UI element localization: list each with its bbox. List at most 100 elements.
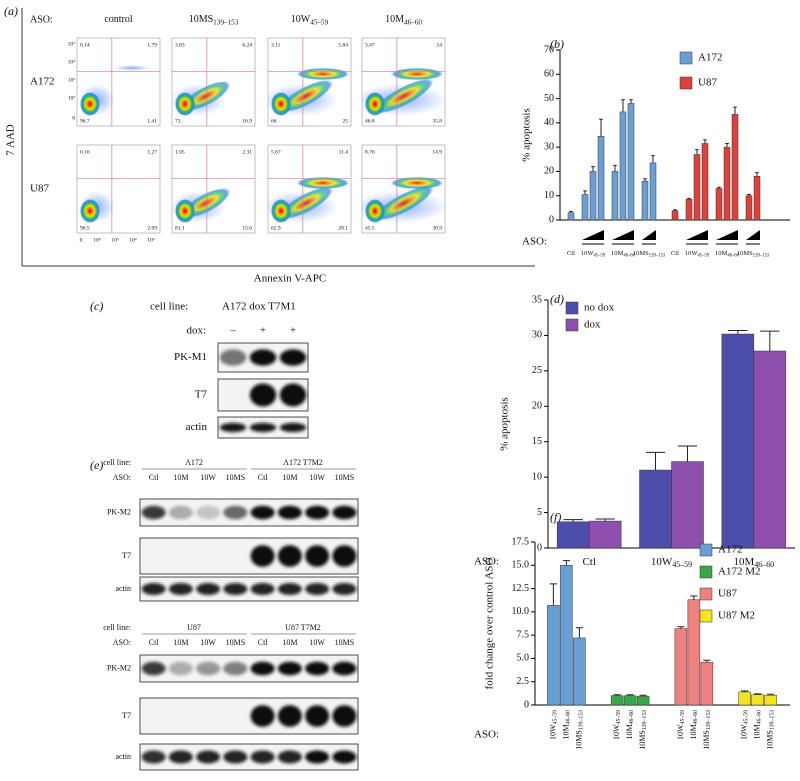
error-bar: [717, 186, 721, 189]
panel-label: (b): [550, 37, 564, 51]
band: [196, 505, 221, 520]
dox-state: –: [229, 325, 236, 337]
legend-label: A172 M2: [718, 566, 760, 578]
group-label-sub: 45–59: [698, 254, 710, 259]
error-bar: [562, 560, 570, 566]
x-tick-label: 10MS139–153: [574, 710, 585, 750]
y-tick-label: 50: [544, 93, 554, 104]
x-tick-label-main: Ctl: [582, 556, 595, 568]
quadrant-value: 1.05: [175, 149, 185, 155]
band: [279, 349, 307, 366]
panel-label: (f): [550, 510, 561, 524]
bar: [745, 195, 753, 221]
lane-label: 10W: [309, 473, 325, 482]
quadrant-value: 0.16: [80, 149, 90, 155]
blot-row-label: actin: [115, 752, 131, 761]
density-plot: [172, 81, 231, 116]
dose-triangle: [582, 230, 604, 240]
band: [332, 705, 357, 727]
x-axis-label: Annexin V-APC: [254, 273, 326, 285]
dose-triangle: [642, 230, 656, 240]
quadrant-value: 14: [437, 42, 443, 48]
event-density: [374, 185, 434, 221]
aso-label: ASO:: [30, 14, 53, 25]
bar: [610, 695, 624, 706]
blot-row-label: T7: [122, 551, 131, 560]
x-tick-label-main: 10M: [689, 724, 698, 739]
x-tick-label-sub: 45–59: [672, 560, 692, 569]
y-tick-label: 0: [524, 699, 529, 710]
bar: [764, 694, 777, 706]
aso-label: ASO:: [474, 729, 499, 741]
error-bar: [747, 194, 751, 196]
legend-label: A172: [698, 52, 722, 64]
flow-y-tick: 0: [72, 115, 75, 121]
group-label-sub: 139–153: [649, 254, 666, 259]
dose-triangle: [686, 230, 708, 240]
quadrant-value: 73: [175, 118, 181, 124]
lane-label: 10M: [282, 638, 297, 647]
bar: [701, 143, 709, 221]
density-plot: [79, 191, 115, 223]
band: [250, 505, 275, 520]
error-bar: [599, 118, 603, 137]
error-bar: [575, 627, 583, 638]
quadrant-value: 11.4: [339, 149, 349, 155]
x-tick-label-main: 10MS: [574, 730, 583, 750]
quadrant-value: 20.1: [338, 225, 348, 231]
bar: [556, 521, 590, 549]
band: [305, 750, 330, 764]
event-density: [175, 199, 195, 223]
error-bar: [760, 330, 780, 352]
band: [141, 583, 166, 595]
group-label-sub: 45–59: [594, 254, 606, 259]
band: [332, 583, 357, 595]
legend-label: A172: [718, 544, 742, 556]
flow-y-tick: 10³: [68, 77, 76, 83]
lane-label: 10MS: [335, 473, 355, 482]
flow-y-tick: 10²: [68, 95, 76, 101]
quadrant-value: 3.47: [365, 42, 375, 48]
bar: [619, 111, 627, 221]
error-bar: [741, 690, 749, 692]
quadrant-value: 16.9: [242, 118, 252, 124]
bar: [641, 180, 649, 221]
x-tick-label-main: 10M: [561, 724, 570, 739]
legend-swatch: [699, 587, 713, 601]
bar: [674, 628, 688, 706]
band: [196, 583, 221, 595]
row-label: U87: [30, 183, 49, 195]
blot-row-label: PK-M2: [107, 507, 131, 516]
band: [196, 750, 221, 764]
y-tick-label: 20: [532, 401, 542, 412]
panel-label: (e): [90, 458, 103, 472]
band: [223, 505, 248, 520]
x-tick-label-sub: 45–59: [553, 710, 559, 725]
column-label-main: 10M: [385, 14, 404, 25]
band: [168, 661, 193, 676]
x-tick-label-sub: 139–153: [706, 710, 712, 730]
aso-label: ASO:: [474, 556, 499, 568]
band: [305, 661, 330, 676]
group-label: Ctl: [567, 250, 575, 257]
band: [277, 750, 302, 764]
density-plot: [172, 188, 231, 223]
band: [332, 545, 357, 567]
error-bar: [639, 694, 647, 697]
blot-row-label: PK-M1: [174, 351, 207, 363]
quadrant-value: 5.67: [271, 149, 281, 155]
cell-line: A172 T7M2: [283, 458, 323, 467]
event-density: [279, 186, 333, 220]
group-label: 10W45–59: [685, 250, 710, 258]
error-bar: [613, 164, 617, 172]
x-tick-label: 10W45–59: [739, 710, 750, 740]
y-tick-label: 10: [544, 190, 554, 201]
y-tick-label: 30: [532, 330, 542, 341]
density-plot: [362, 68, 445, 116]
error-bar: [673, 209, 677, 211]
column-label: 10MS139–153: [189, 14, 239, 26]
quadrant-value: 30.9: [432, 225, 442, 231]
quadrant-value: 3.83: [175, 42, 185, 48]
error-bar: [728, 329, 748, 335]
panel-label: (c): [90, 299, 103, 313]
